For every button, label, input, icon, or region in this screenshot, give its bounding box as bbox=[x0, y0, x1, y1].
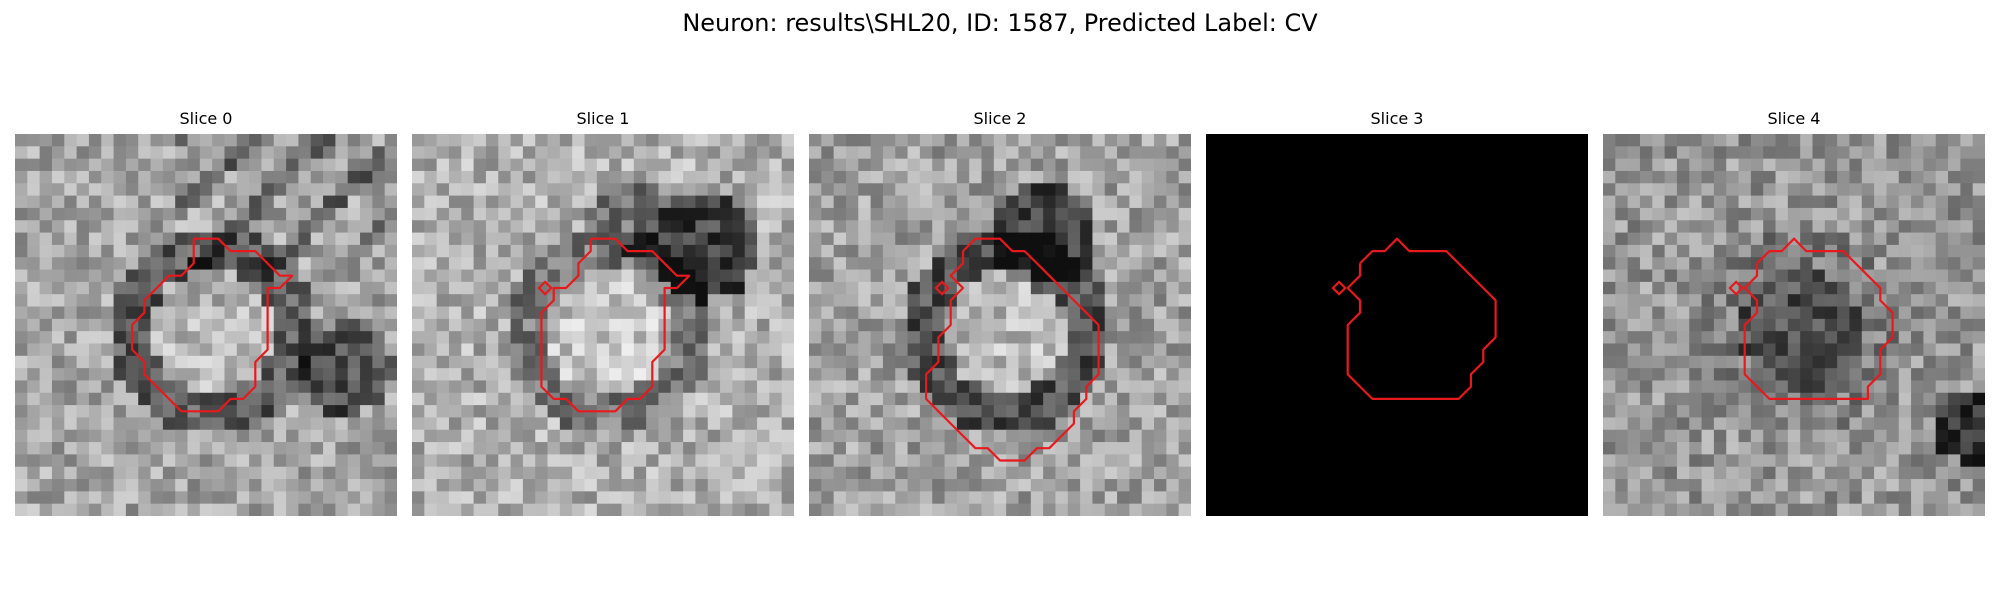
micrograph-pixels bbox=[412, 134, 794, 516]
slice-title: Slice 4 bbox=[1767, 109, 1821, 128]
figure-title: Neuron: results\SHL20, ID: 1587, Predict… bbox=[682, 9, 1318, 37]
slice-title: Slice 0 bbox=[179, 109, 233, 128]
slice-title: Slice 3 bbox=[1370, 109, 1424, 128]
slice-image bbox=[809, 134, 1191, 516]
slice-image bbox=[1603, 134, 1985, 516]
micrograph-pixels bbox=[809, 134, 1191, 516]
slice-panel-0: Slice 0 bbox=[15, 108, 397, 516]
micrograph-pixels bbox=[15, 134, 397, 516]
slice-image-svg bbox=[809, 134, 1191, 516]
slice-panel-4: Slice 4 bbox=[1603, 108, 1985, 516]
slice-image-svg bbox=[15, 134, 397, 516]
slice-title: Slice 2 bbox=[973, 109, 1027, 128]
roi-marker bbox=[537, 280, 553, 296]
slice-panel-1: Slice 1 bbox=[412, 108, 794, 516]
slice-image bbox=[15, 134, 397, 516]
roi-contour bbox=[1743, 237, 1894, 400]
roi-marker bbox=[934, 280, 950, 296]
slice-panel-2: Slice 2 bbox=[809, 108, 1191, 516]
roi-marker bbox=[1331, 280, 1347, 296]
roi-contour bbox=[130, 237, 294, 413]
roi-contour bbox=[1346, 237, 1497, 400]
roi-contour bbox=[540, 237, 691, 413]
empty-slice-background bbox=[1206, 134, 1588, 516]
slice-image-svg bbox=[1206, 134, 1588, 516]
slice-panel-3: Slice 3 bbox=[1206, 108, 1588, 516]
slice-image bbox=[412, 134, 794, 516]
slice-image-svg bbox=[412, 134, 794, 516]
slice-image-svg bbox=[1603, 134, 1985, 516]
micrograph-pixels bbox=[1603, 134, 1985, 516]
roi-contour bbox=[924, 237, 1100, 462]
slice-title: Slice 1 bbox=[576, 109, 630, 128]
roi-marker bbox=[1728, 280, 1744, 296]
slice-image bbox=[1206, 134, 1588, 516]
